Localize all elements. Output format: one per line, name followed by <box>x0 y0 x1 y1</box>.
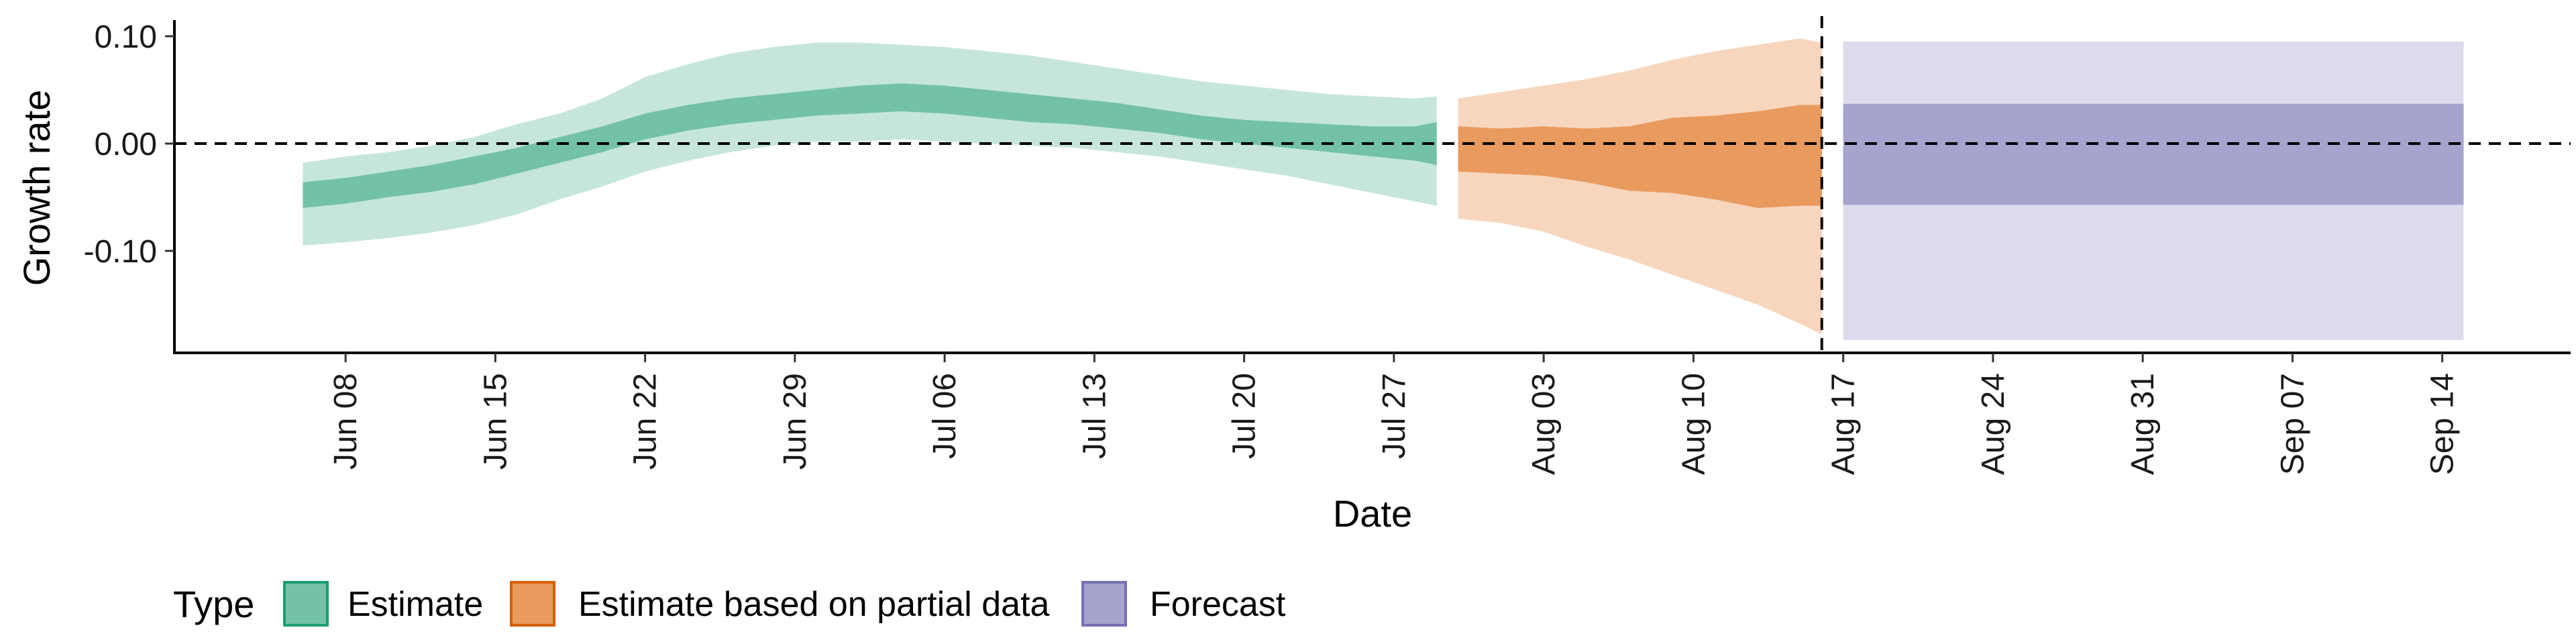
y-tick-label: -0.10 <box>84 234 157 270</box>
x-tick-label: Sep 14 <box>2425 373 2461 475</box>
x-tick-label: Jul 06 <box>927 373 963 459</box>
x-axis-title: Date <box>1333 492 1412 535</box>
y-tick-label: 0.10 <box>95 19 157 55</box>
legend-label-estimate: Estimate <box>347 585 483 624</box>
reference-lines <box>174 16 2571 353</box>
x-tick-label: Jun 08 <box>328 373 364 470</box>
legend-title: Type <box>173 583 254 625</box>
legend: Type Estimate Estimate based on partial d… <box>173 581 1286 627</box>
x-tick-label: Aug 10 <box>1676 373 1711 475</box>
y-axis-title: Growth rate <box>15 90 58 286</box>
axes <box>173 20 2571 354</box>
x-ticks: Jun 08 Jun 15 Jun 22 Jun 29 Jul 06 Jul 13 Jul … <box>328 353 2461 475</box>
legend-label-estimate-based-on-partial-data: Estimate based on partial data <box>578 585 1050 624</box>
plot-bands <box>303 38 2464 340</box>
legend-swatch-forecast <box>1081 581 1127 627</box>
x-tick-label: Jul 13 <box>1077 373 1112 459</box>
y-tick-label: 0.00 <box>95 127 157 162</box>
estimate-based-on-partial-data-inner-band <box>1458 105 1822 208</box>
estimate-outer-band <box>303 42 1437 246</box>
x-tick-label: Aug 31 <box>2125 373 2161 475</box>
x-tick-label: Sep 07 <box>2275 373 2310 475</box>
x-tick-label: Aug 24 <box>1976 373 2011 475</box>
x-tick-label: Aug 03 <box>1526 373 1562 475</box>
y-ticks: 0.10 0.00 -0.10 <box>84 19 174 270</box>
forecast-inner-band <box>1843 103 2464 205</box>
x-tick-label: Jun 15 <box>478 373 513 470</box>
legend-label-forecast: Forecast <box>1150 585 1286 624</box>
x-tick-label: Aug 17 <box>1826 373 1862 475</box>
x-tick-label: Jul 20 <box>1227 373 1263 459</box>
x-tick-label: Jul 27 <box>1377 373 1412 459</box>
x-tick-label: Jun 22 <box>628 373 663 470</box>
estimate-inner-band <box>303 83 1437 209</box>
legend-swatch-estimate-based-on-partial-data <box>510 581 555 627</box>
x-tick-label: Jun 29 <box>777 373 813 470</box>
legend-swatch-estimate <box>283 581 329 627</box>
